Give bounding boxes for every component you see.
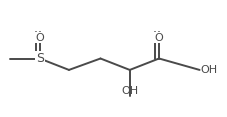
Text: O: O	[154, 33, 163, 43]
Text: OH: OH	[121, 86, 138, 96]
Text: OH: OH	[200, 65, 217, 75]
Text: O: O	[35, 33, 44, 43]
Text: S: S	[35, 52, 44, 65]
